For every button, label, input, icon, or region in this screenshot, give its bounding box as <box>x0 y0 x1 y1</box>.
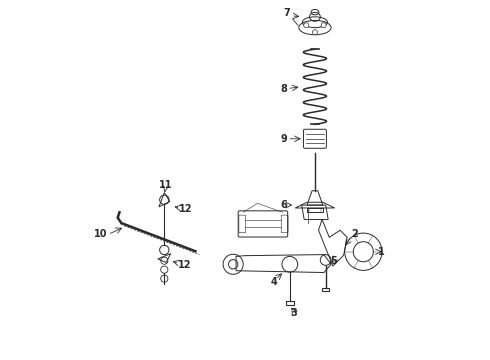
Text: 4: 4 <box>270 277 277 287</box>
Text: 8: 8 <box>280 84 287 94</box>
Text: 5: 5 <box>330 256 337 266</box>
Circle shape <box>313 30 318 35</box>
Text: 11: 11 <box>159 180 173 190</box>
Text: 1: 1 <box>378 247 385 257</box>
Text: 10: 10 <box>94 229 108 239</box>
Circle shape <box>321 23 326 28</box>
Text: 3: 3 <box>290 309 297 318</box>
Text: 6: 6 <box>280 200 287 210</box>
Circle shape <box>304 23 309 28</box>
Text: 2: 2 <box>351 229 358 239</box>
Text: 9: 9 <box>280 134 287 144</box>
Text: 12: 12 <box>178 260 192 270</box>
Text: 12: 12 <box>179 204 193 214</box>
Text: 7: 7 <box>284 8 291 18</box>
